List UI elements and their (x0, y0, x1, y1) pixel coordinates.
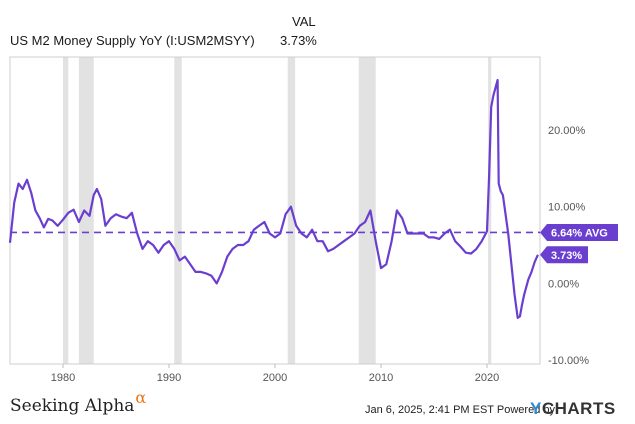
powered-by-text: Powered by (496, 404, 555, 416)
val-column-heading: VAL (292, 14, 316, 29)
recession-band-1 (63, 57, 69, 364)
recession-band-3 (174, 57, 182, 364)
recession-band-2 (78, 57, 94, 364)
recession-band-5 (358, 57, 376, 364)
y-tick-label-3: 0.00% (548, 278, 579, 290)
last-value-tag: 3.73% (540, 246, 588, 264)
series-line (8, 78, 539, 319)
series-name[interactable]: US M2 Money Supply YoY (I:USM2MSYY) (10, 33, 255, 48)
x-axis-ticks: 1980 1990 2000 2010 2020 (51, 364, 499, 384)
recession-band-6 (488, 57, 492, 364)
y-axis-ticks: 20.00% 10.00% 0.00% -10.00% (548, 125, 589, 367)
x-tick-label-2000: 2000 (263, 372, 287, 384)
y-tick-label-1: 20.00% (548, 125, 586, 137)
ycharts-logo[interactable]: YCHARTS (530, 399, 616, 419)
alpha-mark-icon: α (135, 388, 147, 407)
average-tag-background (540, 223, 618, 241)
y-tick-label-2: 10.00% (548, 202, 586, 214)
series-current-value: 3.73% (280, 33, 317, 48)
last-value-tag-background (540, 246, 588, 264)
average-tag-label: 6.64% AVG (551, 227, 608, 239)
recession-bands (63, 57, 492, 364)
x-tick-label-2010: 2010 (369, 372, 393, 384)
footer-timestamp: Jan 6, 2025, 2:41 PM EST Powered by (365, 404, 555, 416)
last-value-tag-label: 3.73% (551, 250, 582, 262)
seeking-alpha-logo: Seeking Alphaα (10, 388, 146, 416)
x-tick-label-1980: 1980 (51, 372, 75, 384)
timestamp-text: Jan 6, 2025, 2:41 PM EST (365, 404, 494, 416)
ycharts-y-mark: Y (530, 399, 542, 418)
y-tick-label-4: -10.00% (548, 355, 589, 367)
seeking-alpha-wordmark: Seeking Alpha (10, 396, 135, 416)
average-value-tag: 6.64% AVG (540, 223, 618, 241)
x-tick-label-2020: 2020 (475, 372, 499, 384)
ycharts-wordmark: CHARTS (541, 399, 616, 418)
x-tick-label-1990: 1990 (157, 372, 181, 384)
